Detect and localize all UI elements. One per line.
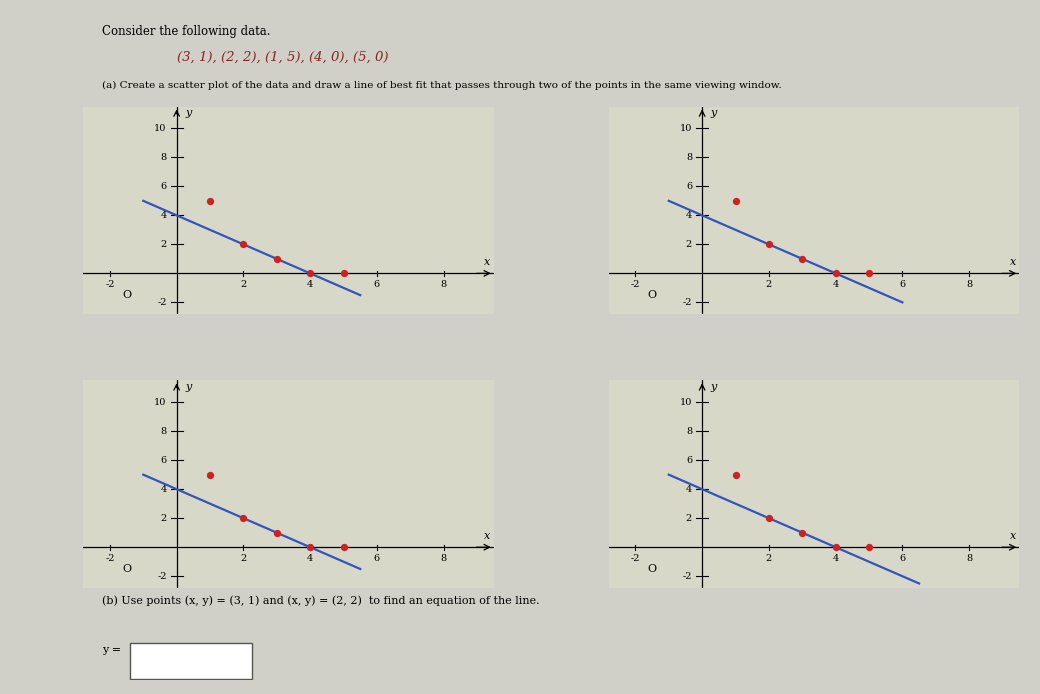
Text: O: O (122, 564, 131, 574)
Text: 6: 6 (160, 182, 166, 191)
Point (268, 527, 285, 539)
Text: 2: 2 (765, 280, 772, 289)
Text: 8: 8 (966, 554, 972, 563)
Text: 2: 2 (160, 514, 166, 523)
Text: Consider the following data.: Consider the following data. (102, 25, 270, 38)
Text: y: y (710, 382, 717, 392)
Text: O: O (648, 290, 656, 300)
FancyBboxPatch shape (130, 643, 252, 679)
Point (794, 253, 810, 264)
Text: 10: 10 (680, 124, 692, 133)
Text: 10: 10 (680, 398, 692, 407)
Text: 6: 6 (900, 280, 906, 289)
Point (202, 469, 218, 480)
Text: 4: 4 (685, 484, 692, 493)
Point (727, 195, 744, 206)
Text: 6: 6 (373, 554, 380, 563)
Text: 4: 4 (685, 211, 692, 220)
Text: 8: 8 (686, 153, 692, 162)
Point (268, 253, 285, 264)
Text: -2: -2 (630, 280, 641, 289)
Point (335, 541, 352, 552)
Point (760, 513, 777, 524)
Text: x: x (485, 531, 491, 541)
Text: O: O (648, 564, 656, 574)
Point (235, 513, 252, 524)
Text: x: x (485, 257, 491, 266)
Text: O: O (122, 290, 131, 300)
Text: (a) Create a scatter plot of the data and draw a line of best fit that passes th: (a) Create a scatter plot of the data an… (102, 81, 781, 90)
Text: 2: 2 (765, 554, 772, 563)
Point (235, 239, 252, 250)
Text: (b) Use points (x, y) = (3, 1) and (x, y) = (2, 2)  to find an equation of the l: (b) Use points (x, y) = (3, 1) and (x, y… (102, 595, 540, 606)
Text: -2: -2 (105, 554, 114, 563)
Point (861, 268, 878, 279)
Text: 4: 4 (832, 554, 838, 563)
Text: 8: 8 (441, 554, 447, 563)
Text: y: y (710, 108, 717, 118)
Text: 2: 2 (160, 240, 166, 249)
Point (302, 541, 318, 552)
Text: (3, 1), (2, 2), (1, 5), (4, 0), (5, 0): (3, 1), (2, 2), (1, 5), (4, 0), (5, 0) (177, 51, 388, 64)
Text: 8: 8 (160, 153, 166, 162)
Text: -2: -2 (157, 298, 166, 307)
Text: 10: 10 (154, 124, 166, 133)
Text: -2: -2 (105, 280, 114, 289)
Point (727, 469, 744, 480)
Text: 4: 4 (307, 554, 313, 563)
Text: 6: 6 (373, 280, 380, 289)
Text: 4: 4 (832, 280, 838, 289)
Point (302, 268, 318, 279)
Point (794, 527, 810, 539)
Text: 4: 4 (160, 484, 166, 493)
Text: y: y (185, 108, 191, 118)
Text: -2: -2 (682, 298, 692, 307)
Point (202, 195, 218, 206)
Text: 8: 8 (686, 427, 692, 436)
Text: 6: 6 (160, 456, 166, 465)
Point (827, 541, 843, 552)
Point (760, 239, 777, 250)
Text: -2: -2 (682, 572, 692, 581)
Text: 8: 8 (441, 280, 447, 289)
Text: 6: 6 (686, 456, 692, 465)
Text: y: y (185, 382, 191, 392)
Text: 2: 2 (685, 240, 692, 249)
Point (861, 541, 878, 552)
Text: 4: 4 (160, 211, 166, 220)
Text: x: x (1010, 257, 1016, 266)
Text: -2: -2 (630, 554, 641, 563)
Text: -2: -2 (157, 572, 166, 581)
Text: 2: 2 (685, 514, 692, 523)
Text: 6: 6 (686, 182, 692, 191)
Text: x: x (1010, 531, 1016, 541)
Text: 2: 2 (240, 554, 246, 563)
Text: 6: 6 (900, 554, 906, 563)
Point (827, 268, 843, 279)
Text: 10: 10 (154, 398, 166, 407)
Text: 4: 4 (307, 280, 313, 289)
Text: 2: 2 (240, 280, 246, 289)
Text: 8: 8 (160, 427, 166, 436)
Text: 8: 8 (966, 280, 972, 289)
Point (335, 268, 352, 279)
Text: y =: y = (102, 645, 125, 655)
